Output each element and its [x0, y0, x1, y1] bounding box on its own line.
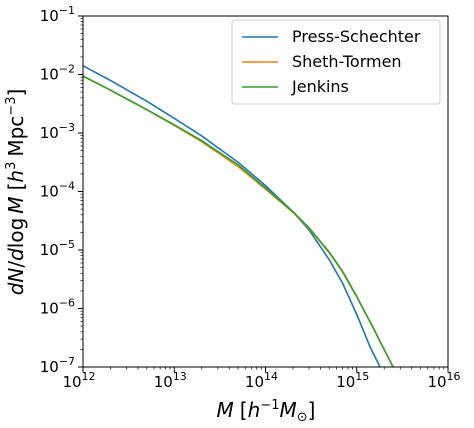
- series-layer: [83, 65, 394, 367]
- x-tick-label: 1016: [427, 370, 460, 391]
- y-tick-label: 10−3: [40, 121, 75, 142]
- legend-entry-sheth-tormen: Sheth-Tormen: [242, 52, 402, 71]
- series-line-press-schechter: [83, 65, 381, 367]
- plot-frame: [82, 15, 449, 368]
- legend-box: [231, 19, 441, 105]
- legend-entry-jenkins: Jenkins: [242, 77, 349, 96]
- series-line-sheth-tormen: [83, 75, 394, 367]
- x-tick-label: 1015: [336, 370, 369, 391]
- legend-label-jenkins: Jenkins: [291, 77, 349, 96]
- y-axis-label: dN/dlogM[h3Mpc−3]: [4, 89, 28, 296]
- y-tick-label: 10−6: [40, 297, 75, 318]
- y-tick-label: 10−5: [40, 238, 75, 259]
- series-line-jenkins: [83, 75, 394, 367]
- y-tick-label: 10−1: [40, 4, 75, 25]
- y-tick-label: 10−2: [40, 63, 75, 84]
- x-tick-label: 1012: [62, 370, 95, 391]
- y-tick-label: 10−7: [40, 355, 75, 376]
- x-axis-ticks: 1012 1013 1014 1015 1016: [62, 367, 461, 391]
- legend-label-sheth-tormen: Sheth-Tormen: [292, 52, 402, 71]
- x-axis-label: M [h−1M⊙]: [217, 398, 316, 425]
- x-tick-label: 1013: [154, 370, 187, 391]
- y-axis-ticks: 10−7 10−6 10−5 10−4 10−3 10−2 10−1: [40, 4, 83, 376]
- x-tick-label: 1014: [245, 370, 278, 391]
- y-tick-label: 10−4: [40, 180, 75, 201]
- legend-label-press-schechter: Press-Schechter: [292, 27, 421, 46]
- legend-entry-press-schechter: Press-Schechter: [242, 27, 421, 46]
- legend: Press-Schechter Sheth-Tormen Jenkins: [231, 19, 441, 105]
